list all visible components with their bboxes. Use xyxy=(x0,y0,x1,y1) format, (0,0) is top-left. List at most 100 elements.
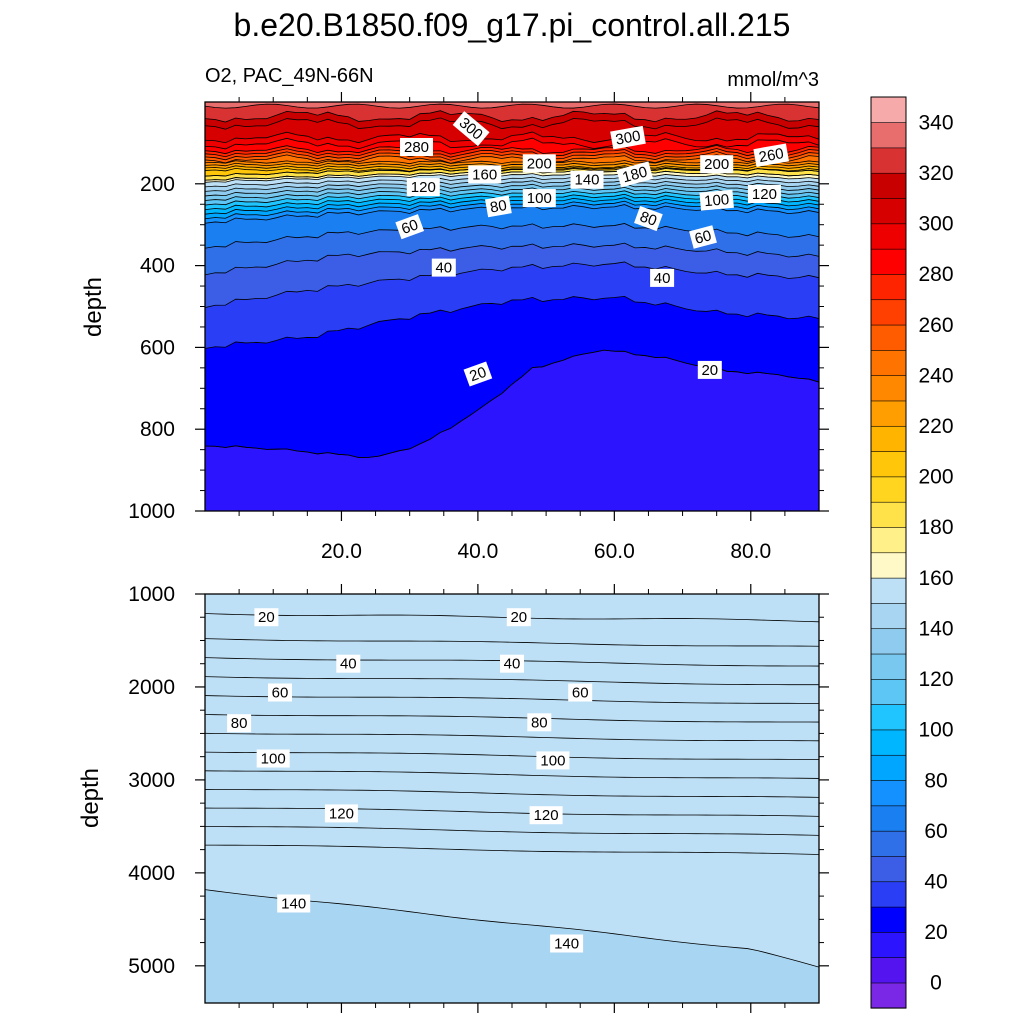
upper-contour-label: 40 xyxy=(650,268,675,287)
lower-contour-label-text: 100 xyxy=(540,752,565,769)
colorbar-swatch xyxy=(870,501,907,528)
colorbar-swatch xyxy=(870,147,907,174)
upper-contour-label-box xyxy=(406,178,440,197)
chart-title: b.e20.B1850.f09_g17.pi_control.all.215 xyxy=(234,7,791,43)
colorbar-swatch xyxy=(870,678,907,705)
colorbar-swatch xyxy=(870,375,907,402)
colorbar-label: 160 xyxy=(918,567,953,590)
upper-contour-label: 300 xyxy=(452,111,490,147)
upper-contour-label-text: 280 xyxy=(404,139,429,156)
upper-isoline-330 xyxy=(205,103,819,109)
colorbar-swatch xyxy=(870,628,907,655)
upper-xtick-label: 80.0 xyxy=(730,540,771,563)
upper-contour-label: 60 xyxy=(689,225,717,249)
lower-contour-label-box xyxy=(527,713,552,732)
upper-contour-label: 100 xyxy=(699,189,734,211)
colorbar-label: 260 xyxy=(918,314,953,337)
lower-contour-label: 40 xyxy=(500,654,524,673)
upper-xtick-label: 40.0 xyxy=(457,540,498,563)
lower-contour-label-text: 20 xyxy=(510,609,527,626)
upper-contour-label: 200 xyxy=(522,154,556,173)
lower-contour-label-box xyxy=(227,714,252,733)
upper-contour-label-box xyxy=(650,268,675,287)
upper-contour-label-box xyxy=(753,143,790,167)
upper-contour-label: 120 xyxy=(406,178,440,197)
upper-contour-fill xyxy=(205,102,819,511)
lower-contour-label-box xyxy=(268,683,292,702)
lower-contour-label: 20 xyxy=(254,608,279,627)
lower-band-150 xyxy=(205,594,819,968)
colorbar-swatch xyxy=(870,324,907,351)
lower-ytick-label: 1000 xyxy=(128,583,175,606)
upper-contour-label-box xyxy=(747,185,781,203)
upper-contour-label-box xyxy=(699,189,734,211)
colorbar-frame xyxy=(870,96,907,1009)
lower-contour-label: 40 xyxy=(336,654,361,673)
upper-isoline-280 xyxy=(205,144,819,155)
upper-isoline-140 xyxy=(205,180,819,192)
upper-isoline-260 xyxy=(205,151,819,161)
lower-contour-label: 120 xyxy=(324,804,358,823)
lower-contour-label: 20 xyxy=(506,608,531,627)
lower-contour-label-text: 40 xyxy=(504,656,521,673)
upper-ticks: 200 400 600 800 1000 20.0 40.0 60.0 80.0 xyxy=(128,92,829,563)
lower-contour-label-box xyxy=(324,804,358,823)
colorbar-swatch xyxy=(870,425,907,452)
upper-contour-label-box xyxy=(700,155,734,174)
lower-contour-label-box xyxy=(277,894,311,913)
colorbar-swatch xyxy=(870,830,907,857)
upper-contour-label-box xyxy=(697,360,722,379)
lower-isoline-110 xyxy=(205,789,819,798)
lower-contour-label-box xyxy=(256,749,290,768)
upper-contour-label-box xyxy=(400,138,433,156)
lower-contour-label: 100 xyxy=(536,751,570,770)
colorbar-swatch xyxy=(870,450,907,478)
upper-xtick-label: 60.0 xyxy=(594,540,635,563)
lower-contour-label: 60 xyxy=(568,683,593,702)
lower-ytick-label: 3000 xyxy=(128,769,175,792)
colorbar-label: 320 xyxy=(918,162,953,185)
upper-xtick-label: 20.0 xyxy=(321,540,362,563)
upper-contour-label-box xyxy=(485,195,512,218)
lower-contour-label-box xyxy=(568,683,593,702)
colorbar-swatch xyxy=(870,653,907,680)
upper-contour-label-text: 60 xyxy=(399,216,420,238)
upper-contour-label: 140 xyxy=(570,170,604,189)
upper-contour-label-box xyxy=(689,225,717,249)
colorbar-label: 280 xyxy=(918,263,953,286)
lower-isoline-30 xyxy=(205,638,819,647)
upper-contour-label: 280 xyxy=(400,138,433,156)
lower-contour-label: 100 xyxy=(256,749,290,768)
colorbar-swatch xyxy=(870,729,907,756)
upper-contour-label-box xyxy=(616,161,654,188)
colorbar-label: 40 xyxy=(924,871,947,894)
colorbar-label: 220 xyxy=(918,415,953,438)
upper-contour-label-box xyxy=(570,170,604,189)
colorbar-swatch xyxy=(870,931,907,958)
upper-contour-label-box xyxy=(431,258,456,277)
upper-isoline-50 xyxy=(205,242,819,276)
colorbar-label: 60 xyxy=(924,820,947,843)
lower-contour-label: 60 xyxy=(268,683,292,702)
lower-contour-label: 120 xyxy=(529,806,563,825)
lower-isoline-100 xyxy=(205,770,819,779)
lower-contour-label-text: 100 xyxy=(261,751,286,768)
lower-contour-label-box xyxy=(500,654,524,673)
upper-contour-label-text: 200 xyxy=(527,155,552,172)
colorbar-swatch xyxy=(870,299,907,326)
chart-subtitle: O2, PAC_49N-66N xyxy=(205,65,374,87)
upper-contour-label: 80 xyxy=(634,206,663,232)
lower-contour-label-text: 40 xyxy=(340,656,357,673)
upper-isoline-270 xyxy=(205,148,819,158)
upper-contour-label: 260 xyxy=(753,143,790,167)
colorbar-swatch xyxy=(870,602,907,630)
lower-contour-label-text: 60 xyxy=(272,685,289,702)
colorbar-swatch xyxy=(870,197,907,225)
upper-contour-label-text: 200 xyxy=(704,156,729,173)
lower-y-axis-label: depth xyxy=(77,768,104,828)
colorbar-swatch xyxy=(870,881,907,908)
lower-isoline-140 xyxy=(205,844,819,855)
lower-ytick-label: 4000 xyxy=(128,862,175,885)
colorbar-swatch xyxy=(870,223,907,250)
colorbar-swatch xyxy=(870,96,907,123)
